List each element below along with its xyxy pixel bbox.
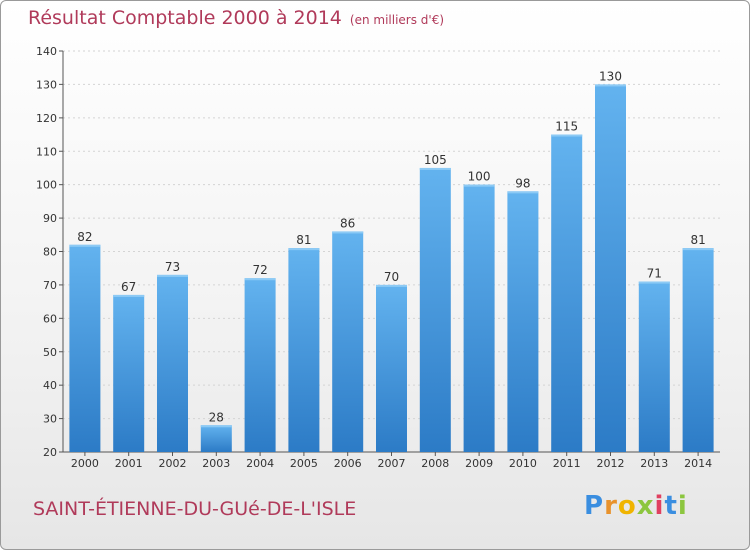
- bar: [157, 274, 188, 452]
- bar: [463, 184, 495, 452]
- data-label: 81: [690, 233, 705, 247]
- data-label: 70: [384, 270, 399, 284]
- y-tick-label: 130: [36, 78, 57, 91]
- data-label: 82: [77, 230, 92, 244]
- bar-highlight: [332, 231, 364, 234]
- bar: [200, 425, 232, 452]
- data-label: 86: [340, 216, 355, 230]
- data-label: 130: [599, 69, 622, 83]
- bar: [113, 294, 145, 452]
- x-tick-label: 2007: [378, 457, 406, 470]
- y-tick-label: 20: [43, 446, 57, 459]
- bar: [551, 134, 583, 452]
- data-label: 28: [209, 410, 224, 424]
- data-label: 72: [252, 263, 267, 277]
- logo-letter: x: [636, 491, 655, 521]
- bar: [682, 248, 714, 452]
- x-tick-label: 2004: [246, 457, 274, 470]
- data-label: 67: [121, 280, 136, 294]
- location-name: SAINT-ÉTIENNE-DU-GUé-DE-L'ISLE: [33, 498, 357, 520]
- bar-highlight: [157, 274, 188, 277]
- bar: [69, 244, 101, 452]
- y-tick-label: 50: [43, 346, 57, 359]
- chart-title-text: Résultat Comptable 2000 à 2014: [28, 7, 342, 29]
- bar-highlight: [69, 244, 101, 247]
- x-tick-label: 2005: [290, 457, 318, 470]
- data-label: 98: [515, 176, 530, 190]
- data-label: 71: [647, 267, 662, 281]
- y-tick-label: 40: [43, 379, 57, 392]
- bar: [595, 84, 626, 453]
- bar-highlight: [595, 84, 626, 87]
- x-tick-label: 2003: [202, 457, 230, 470]
- bar: [288, 248, 320, 452]
- logo-letter: t: [664, 491, 678, 521]
- y-tick-label: 110: [36, 145, 57, 158]
- bar: [244, 278, 276, 452]
- bar-highlight: [551, 134, 583, 137]
- y-tick-label: 140: [36, 45, 57, 58]
- y-tick-label: 30: [43, 413, 57, 426]
- bar-highlight: [507, 191, 539, 194]
- y-tick-label: 70: [43, 279, 57, 292]
- bar-highlight: [682, 248, 714, 251]
- x-tick-label: 2012: [597, 457, 625, 470]
- x-tick-label: 2011: [553, 457, 581, 470]
- bar-highlight: [244, 278, 276, 281]
- x-tick-label: 2001: [115, 457, 143, 470]
- proxiti-logo: Proxiti: [584, 491, 688, 521]
- x-tick-label: 2006: [334, 457, 362, 470]
- bar: [507, 191, 539, 452]
- y-tick-label: 100: [36, 179, 57, 192]
- data-label: 81: [296, 233, 311, 247]
- data-label: 115: [555, 120, 578, 134]
- logo-letter: r: [604, 491, 618, 521]
- bar-highlight: [113, 294, 145, 297]
- y-tick-label: 80: [43, 246, 57, 259]
- bar-highlight: [638, 281, 670, 284]
- x-tick-label: 2008: [421, 457, 449, 470]
- logo-letter: i: [677, 491, 688, 521]
- y-tick-label: 90: [43, 212, 57, 225]
- x-tick-label: 2002: [159, 457, 187, 470]
- data-label: 73: [165, 260, 180, 274]
- bar-highlight: [200, 425, 232, 428]
- bar-highlight: [376, 284, 407, 287]
- logo-letter: P: [584, 491, 605, 521]
- x-tick-label: 2010: [509, 457, 537, 470]
- x-tick-label: 2000: [71, 457, 99, 470]
- x-tick-label: 2009: [465, 457, 493, 470]
- y-tick-label: 120: [36, 112, 57, 125]
- data-label: 100: [468, 170, 491, 184]
- bar-highlight: [288, 248, 320, 251]
- bar: [419, 167, 451, 453]
- bar-highlight: [463, 184, 495, 187]
- x-tick-label: 2013: [640, 457, 668, 470]
- bar-highlight: [419, 167, 451, 170]
- x-tick-label: 2014: [684, 457, 712, 470]
- bar: [376, 284, 407, 452]
- y-tick-label: 60: [43, 312, 57, 325]
- chart-subtitle: (en milliers d'€): [349, 13, 445, 27]
- logo-letter: i: [654, 491, 665, 521]
- chart-title: Résultat Comptable 2000 à 2014 (en millie…: [28, 7, 444, 29]
- data-label: 105: [424, 153, 447, 167]
- bar: [638, 281, 670, 452]
- logo-letter: o: [617, 491, 637, 521]
- bar: [332, 231, 364, 452]
